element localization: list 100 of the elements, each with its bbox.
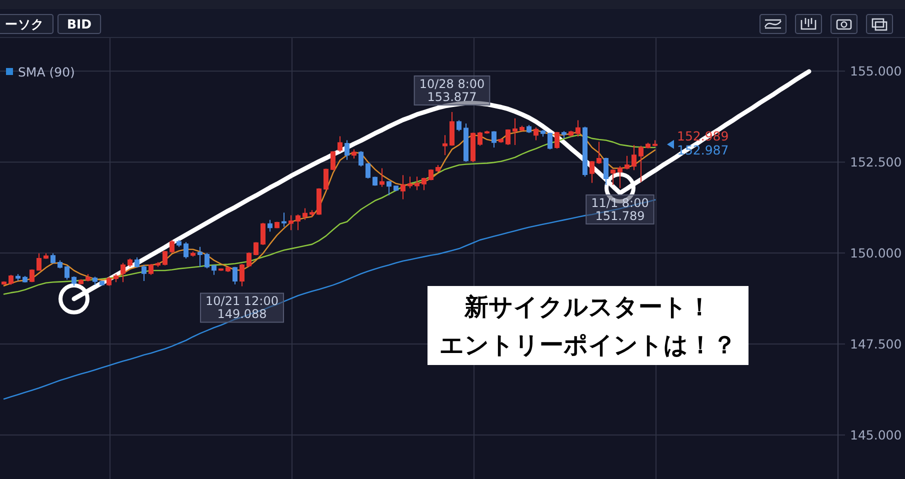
candlestick [638, 145, 644, 183]
candlestick [450, 111, 454, 146]
candlestick [310, 210, 314, 218]
candlestick [190, 251, 196, 258]
candlestick [44, 252, 48, 260]
candlestick [50, 252, 56, 264]
candlestick [64, 266, 70, 280]
annotation: 10/28 8:00 153.877 [419, 76, 485, 104]
candlestick [162, 250, 168, 266]
candlestick [414, 176, 420, 191]
candlestick [22, 275, 28, 284]
candlestick [646, 142, 650, 149]
candlestick [2, 280, 6, 286]
candlestick [456, 120, 462, 132]
candlestick [372, 176, 378, 186]
candlestick [240, 263, 244, 287]
candlestick [72, 276, 76, 286]
annotation: 10/21 12:00 149.088 [206, 294, 278, 322]
y-tick-label: 145.000 [850, 427, 902, 442]
candlestick [422, 177, 426, 191]
candlestick [156, 262, 160, 268]
candlestick [582, 126, 588, 178]
candlestick [92, 276, 98, 286]
candlestick [632, 144, 636, 171]
candlestick [170, 239, 174, 254]
candlestick [282, 212, 286, 228]
candlestick [30, 268, 34, 283]
candlestick [120, 262, 126, 283]
y-tick-label: 155.000 [850, 64, 902, 79]
candlestick [652, 140, 658, 147]
candlestick [268, 219, 272, 232]
candlestick [148, 263, 154, 276]
y-tick-label: 147.500 [850, 336, 902, 352]
candlestick [478, 131, 482, 146]
candlestick [212, 264, 216, 276]
candlestick [568, 130, 574, 138]
candlestick [100, 280, 104, 286]
candlestick [330, 150, 336, 171]
candlestick [394, 185, 398, 192]
candlestick [316, 188, 322, 216]
candlestick [106, 276, 112, 286]
candlestick [204, 252, 210, 269]
candlestick [260, 222, 266, 246]
candlestick [624, 155, 630, 170]
candlestick [498, 138, 504, 144]
candlestick [576, 120, 580, 138]
candlestick [288, 214, 294, 231]
candlestick [86, 274, 90, 282]
candlestick [358, 150, 364, 167]
candlestick [366, 162, 370, 179]
candlestick [484, 130, 490, 134]
candlestick [296, 214, 300, 231]
candlestick [198, 246, 202, 268]
annotation: 新サイクルスタート！ [464, 293, 712, 321]
candlestick [78, 278, 84, 285]
candlestick [540, 130, 546, 138]
candlestick [400, 174, 406, 200]
candlestick [232, 266, 238, 285]
candlestick [184, 242, 188, 259]
candlestick [16, 274, 20, 282]
candlestick [344, 140, 350, 160]
y-tick-label: 152.500 [850, 154, 902, 170]
candlestick [218, 268, 224, 272]
candlestick [548, 132, 552, 150]
candlestick [506, 128, 510, 146]
candlestick [226, 266, 230, 272]
candlestick [386, 180, 392, 196]
candlestick [526, 124, 532, 134]
candlestick [352, 148, 356, 159]
candlestick [464, 123, 468, 162]
candlestick [470, 132, 476, 163]
candlestick [58, 260, 62, 269]
candlestick [562, 130, 566, 139]
candlestick [512, 118, 518, 146]
legend-label: SMA (90) [18, 64, 75, 80]
text: ーソク [5, 16, 44, 32]
candlestick [176, 239, 182, 248]
candlestick [114, 274, 118, 283]
candlestick [596, 141, 602, 164]
candlestick [36, 252, 42, 272]
text: BID [67, 16, 92, 32]
candlestick [134, 256, 140, 268]
candlestick [520, 125, 524, 132]
candlestick [128, 258, 132, 268]
y-tick-label: 150.000 [850, 246, 902, 261]
candlestick [274, 221, 280, 229]
candlestick [254, 242, 258, 256]
candlestick [302, 208, 308, 220]
candlestick [380, 168, 384, 188]
candlestick [324, 168, 328, 190]
candlestick [590, 160, 594, 184]
candlestick [428, 168, 434, 181]
candlestick [442, 134, 448, 156]
candlestick [534, 127, 538, 141]
candlestick [338, 136, 342, 152]
annotation: 11/1 8:00 151.789 [591, 196, 649, 223]
candlestick [492, 130, 496, 148]
candlestick [618, 166, 622, 188]
candlestick [554, 131, 560, 150]
annotation: エントリーポイントは！？ [440, 331, 736, 359]
